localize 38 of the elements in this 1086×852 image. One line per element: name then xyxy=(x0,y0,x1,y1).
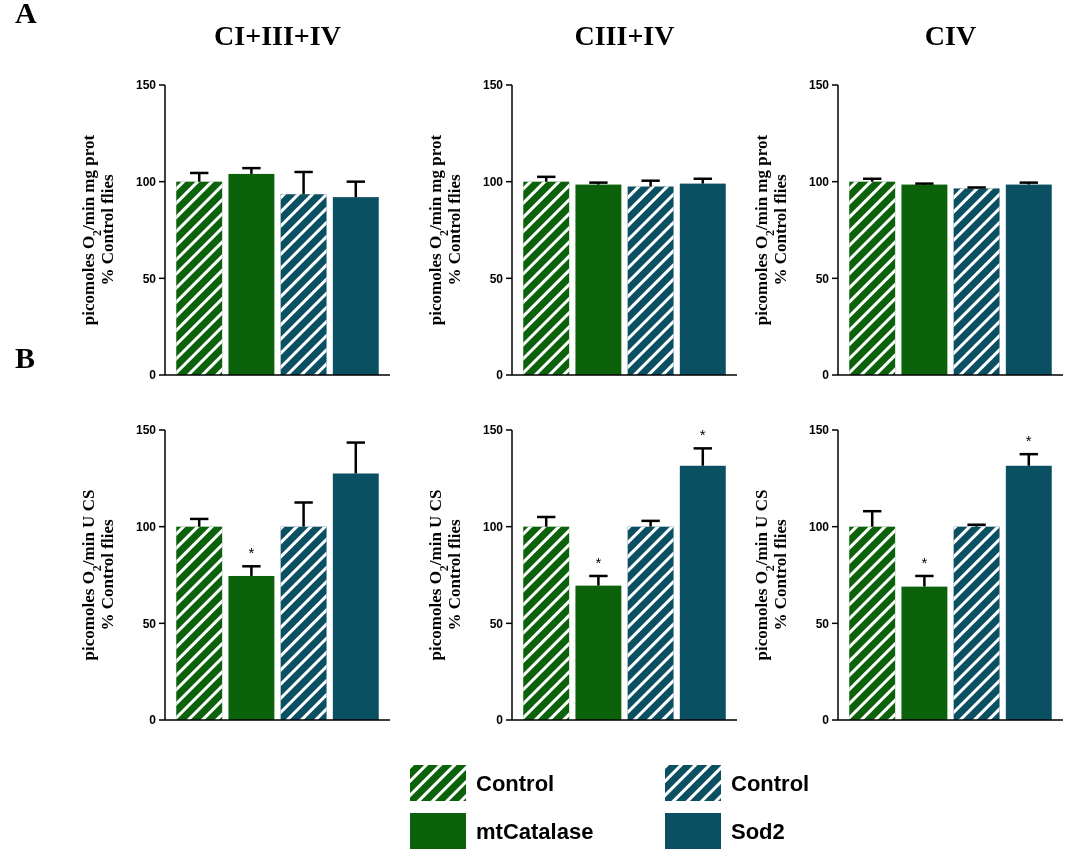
y-tick-label: 50 xyxy=(142,616,157,631)
legend-label: Control xyxy=(731,771,810,796)
y-tick-label: 100 xyxy=(135,519,157,534)
y-tick-label: 150 xyxy=(482,78,504,93)
y-tick-label: 150 xyxy=(808,423,830,438)
y-tick-label: 100 xyxy=(808,174,830,189)
chart-title: CIV xyxy=(924,20,977,51)
legend-label: Control xyxy=(476,771,555,796)
y-tick-label: 100 xyxy=(135,174,157,189)
y-tick-label: 0 xyxy=(496,368,504,383)
y-tick-label: 0 xyxy=(822,368,830,383)
legend-label: Sod2 xyxy=(731,819,785,844)
y-tick-label: 150 xyxy=(135,423,157,438)
chart-title: CIII+IV xyxy=(574,20,675,51)
y-tick-label: 150 xyxy=(135,78,157,93)
data-label: * xyxy=(699,426,706,444)
y-tick-label: 0 xyxy=(496,713,504,728)
data-label: * xyxy=(921,553,928,571)
y-tick-label: 100 xyxy=(482,174,504,189)
data-label: * xyxy=(1025,432,1032,450)
y-tick-label: 0 xyxy=(149,713,157,728)
legend-label: mtCatalase xyxy=(476,819,594,844)
y-tick-label: 100 xyxy=(808,519,830,534)
y-tick-label: 150 xyxy=(482,423,504,438)
data-label: * xyxy=(595,553,602,571)
y-tick-label: 50 xyxy=(489,616,504,631)
y-tick-label: 150 xyxy=(808,78,830,93)
y-tick-label: 0 xyxy=(822,713,830,728)
y-tick-label: 0 xyxy=(149,368,157,383)
y-tick-label: 50 xyxy=(142,271,157,286)
y-tick-label: 100 xyxy=(482,519,504,534)
y-tick-label: 50 xyxy=(815,271,830,286)
y-tick-label: 50 xyxy=(815,616,830,631)
data-label: * xyxy=(248,544,255,562)
text: B xyxy=(15,341,36,374)
text: A xyxy=(15,0,37,29)
chart-title: CI+III+IV xyxy=(214,20,341,51)
y-tick-label: 50 xyxy=(489,271,504,286)
